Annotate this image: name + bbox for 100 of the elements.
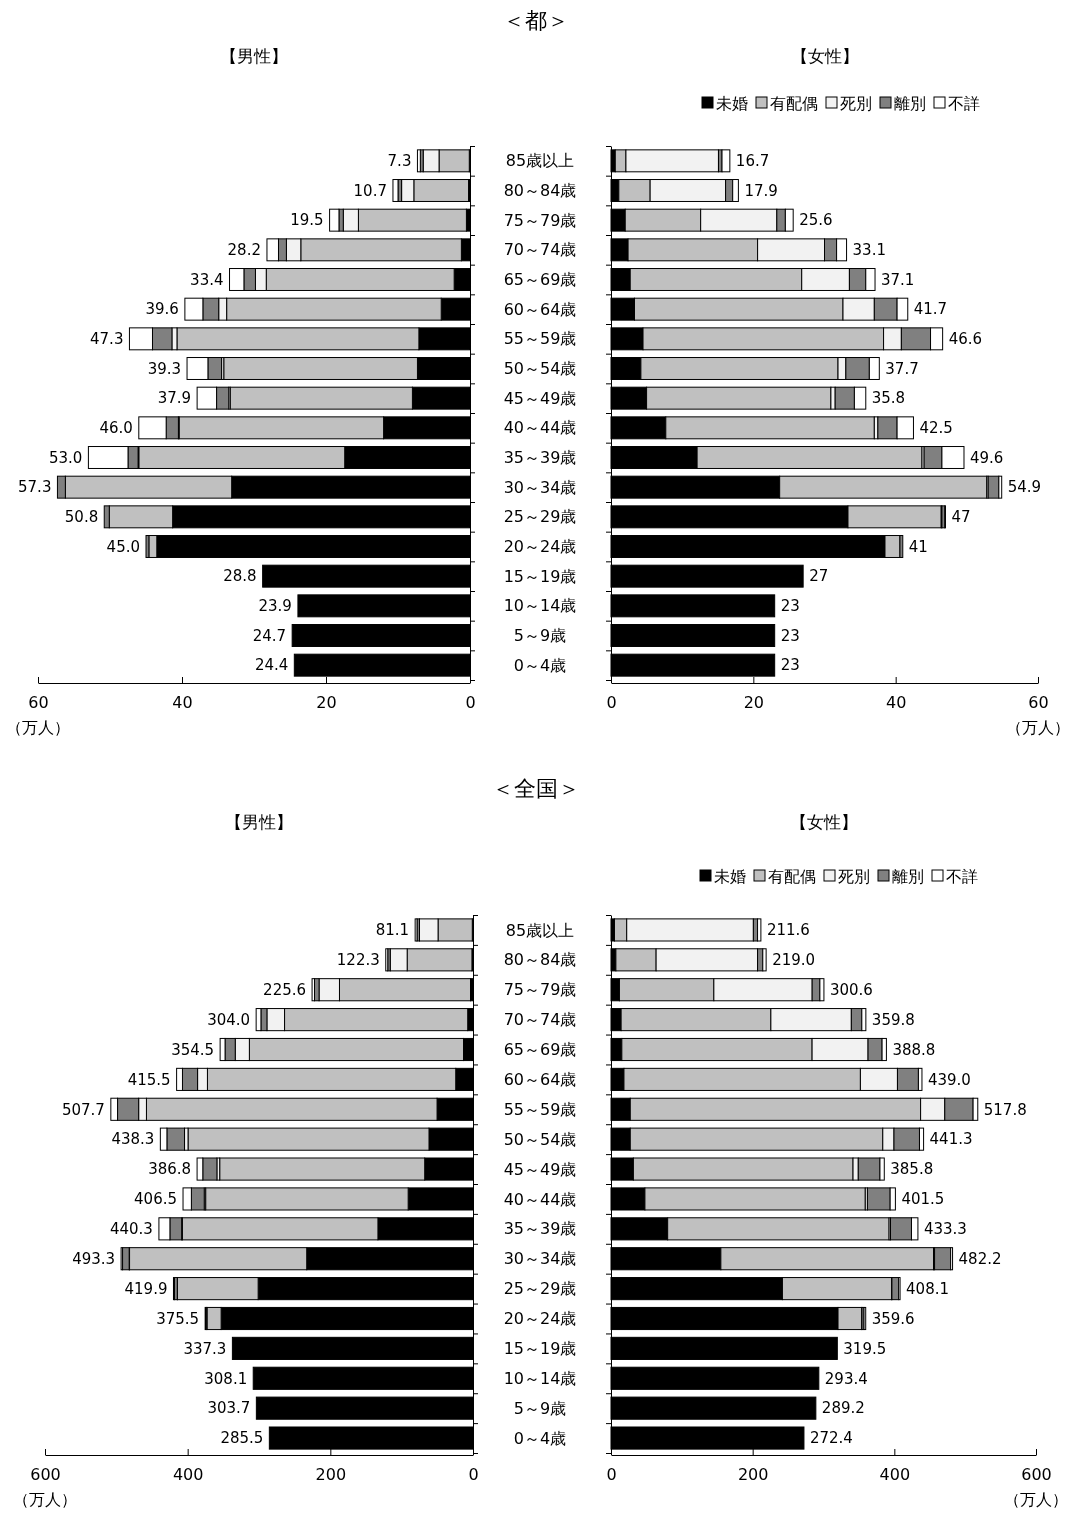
y-tick-label: 65～69歳 [503, 1040, 577, 1060]
total-label: 23 [780, 597, 800, 616]
total-label: 386.8 [148, 1160, 192, 1179]
total-label: 25.6 [799, 211, 833, 230]
total-label: 41.7 [913, 300, 948, 319]
total-label: 37.1 [881, 270, 915, 289]
total-label: 39.3 [147, 359, 182, 378]
total-label: 24.4 [254, 656, 289, 675]
total-label: 19.5 [290, 211, 324, 230]
total-label: 49.6 [969, 448, 1004, 467]
total-label: 415.5 [127, 1070, 171, 1089]
y-tick-label: 25～29歳 [503, 1279, 577, 1299]
total-label: 54.9 [1007, 478, 1042, 497]
total-label: 441.3 [929, 1130, 973, 1149]
total-label: 408.1 [906, 1279, 950, 1298]
y-tick-label: 45～49歳 [503, 388, 577, 408]
y-tick-label: 30～34歳 [503, 477, 577, 497]
total-label: 289.2 [821, 1399, 865, 1418]
legend-label: 有配偶 [768, 866, 816, 886]
x-tick-label: 400 [172, 1465, 204, 1485]
y-tick-label: 35～39歳 [503, 1219, 577, 1239]
legend-label: 不詳 [946, 866, 978, 886]
total-label: 28.2 [227, 241, 261, 260]
total-label: 438.3 [111, 1130, 155, 1149]
x-tick-label: 60 [28, 693, 49, 713]
text: ＜都＞ [503, 8, 569, 33]
total-label: 354.5 [171, 1040, 215, 1059]
total-label: 47 [951, 508, 971, 527]
y-tick-label: 35～39歳 [503, 448, 577, 468]
total-label: 46.6 [948, 330, 983, 349]
y-tick-label: 20～24歳 [503, 537, 577, 557]
total-label: 517.8 [983, 1100, 1027, 1119]
total-label: 45.0 [106, 537, 140, 556]
y-tick-label: 65～69歳 [503, 270, 577, 290]
y-tick-label: 55～59歳 [503, 1099, 577, 1119]
total-label: 482.2 [958, 1249, 1002, 1268]
total-label: 33.1 [852, 241, 886, 260]
y-tick-label: 0～4歳 [513, 1428, 567, 1448]
y-tick-label: 75～79歳 [503, 980, 577, 1000]
y-tick-label: 80～84歳 [503, 950, 577, 970]
x-tick-label: 0 [606, 1465, 617, 1485]
total-label: 16.7 [735, 152, 770, 171]
total-label: 337.3 [183, 1339, 227, 1358]
total-label: 53.0 [48, 448, 83, 467]
total-label: 440.3 [109, 1220, 153, 1239]
total-label: 23 [780, 656, 800, 675]
x-axis-title: （万人） [1006, 718, 1070, 737]
total-label: 33.4 [190, 270, 224, 289]
x-axis-title: （万人） [1004, 1490, 1068, 1509]
y-tick-label: 70～74歳 [503, 240, 577, 260]
y-tick-label: 60～64歳 [503, 1069, 577, 1089]
total-label: 37.7 [885, 359, 919, 378]
legend-label: 有配偶 [770, 93, 818, 113]
total-label: 42.5 [919, 419, 953, 438]
total-label: 401.5 [901, 1190, 945, 1209]
total-label: 27 [809, 567, 829, 586]
legend-label: 死別 [840, 93, 872, 113]
total-label: 285.5 [220, 1429, 264, 1448]
y-tick-label: 40～44歳 [503, 1189, 577, 1209]
legend-label: 離別 [892, 866, 924, 886]
total-label: 23.9 [258, 597, 292, 616]
total-label: 219.0 [772, 951, 816, 970]
y-tick-label: 85歳以上 [505, 920, 575, 940]
total-label: 493.3 [72, 1249, 116, 1268]
total-label: 385.8 [890, 1160, 934, 1179]
x-tick-label: 20 [316, 693, 337, 713]
total-label: 507.7 [61, 1100, 105, 1119]
total-label: 359.8 [871, 1010, 915, 1029]
total-label: 419.9 [124, 1279, 168, 1298]
y-tick-label: 50～54歳 [503, 359, 577, 379]
total-label: 10.7 [353, 181, 387, 200]
total-label: 303.7 [207, 1399, 251, 1418]
total-label: 304.0 [207, 1010, 251, 1029]
x-axis-title: （万人） [13, 1490, 77, 1509]
y-tick-label: 70～74歳 [503, 1010, 577, 1030]
total-label: 406.5 [134, 1190, 178, 1209]
chart-subtitle: 【女性】 [790, 46, 859, 66]
x-tick-label: 200 [315, 1465, 347, 1485]
chart-subtitle: 【女性】 [789, 812, 858, 832]
total-label: 308.1 [204, 1369, 248, 1388]
x-tick-label: 600 [1021, 1465, 1052, 1485]
total-label: 17.9 [744, 181, 778, 200]
total-label: 319.5 [843, 1339, 887, 1358]
y-tick-label: 85歳以上 [505, 151, 575, 171]
total-label: 24.7 [252, 626, 287, 645]
y-tick-label: 0～4歳 [513, 655, 567, 675]
y-tick-label: 50～54歳 [503, 1129, 577, 1149]
total-label: 57.3 [18, 478, 52, 497]
total-label: 293.4 [824, 1369, 868, 1388]
total-label: 41 [908, 537, 928, 556]
x-tick-label: 20 [743, 693, 765, 713]
total-label: 300.6 [829, 980, 873, 999]
x-tick-label: 40 [172, 693, 193, 713]
total-label: 122.3 [336, 951, 380, 970]
y-tick-label: 75～79歳 [503, 210, 577, 230]
chart-subtitle: 【男性】 [225, 812, 293, 832]
total-label: 375.5 [156, 1309, 200, 1328]
y-tick-label: 80～84歳 [503, 181, 577, 201]
total-label: 35.8 [871, 389, 906, 408]
y-tick-label: 30～34歳 [503, 1249, 577, 1269]
